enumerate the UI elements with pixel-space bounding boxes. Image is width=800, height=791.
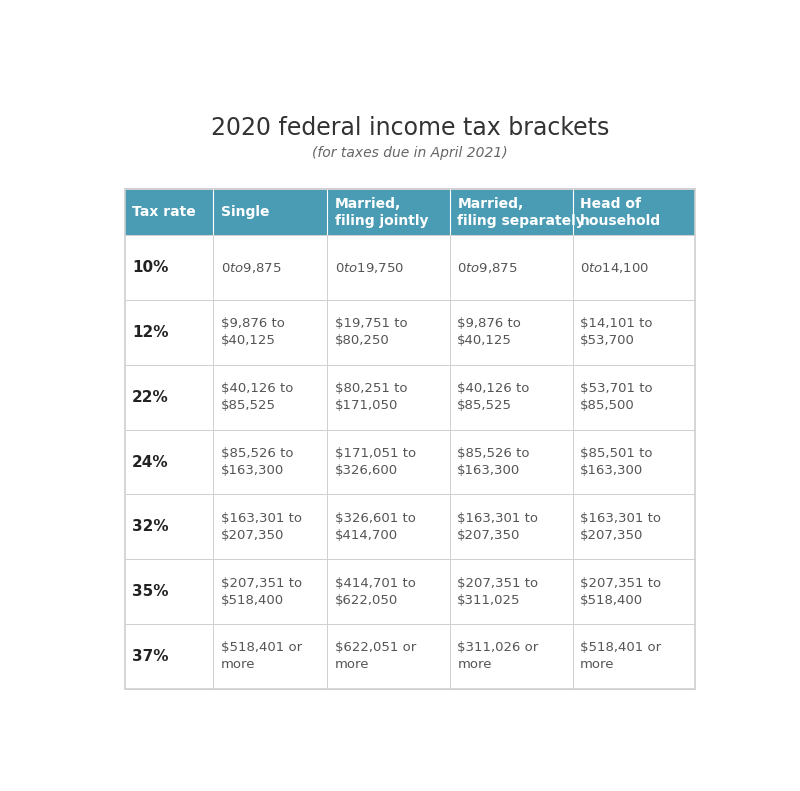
Text: 37%: 37% bbox=[132, 649, 169, 664]
Text: 2020 federal income tax brackets: 2020 federal income tax brackets bbox=[211, 116, 609, 141]
Text: $622,051 or
more: $622,051 or more bbox=[334, 642, 416, 672]
Text: $0 to $14,100: $0 to $14,100 bbox=[580, 261, 649, 274]
Bar bbox=[125, 559, 695, 624]
Bar bbox=[125, 189, 695, 689]
Text: Single: Single bbox=[221, 206, 269, 219]
Bar bbox=[125, 235, 695, 300]
Text: 12%: 12% bbox=[132, 325, 169, 340]
Text: $207,351 to
$518,400: $207,351 to $518,400 bbox=[580, 577, 661, 607]
Text: $207,351 to
$311,025: $207,351 to $311,025 bbox=[458, 577, 538, 607]
Text: Married,
filing jointly: Married, filing jointly bbox=[334, 197, 428, 228]
Text: $80,251 to
$171,050: $80,251 to $171,050 bbox=[334, 382, 407, 412]
Text: $19,751 to
$80,250: $19,751 to $80,250 bbox=[334, 317, 407, 347]
Text: Tax rate: Tax rate bbox=[132, 206, 196, 219]
Text: $0 to $9,875: $0 to $9,875 bbox=[221, 261, 282, 274]
Text: $40,126 to
$85,525: $40,126 to $85,525 bbox=[221, 382, 293, 412]
Text: $9,876 to
$40,125: $9,876 to $40,125 bbox=[458, 317, 522, 347]
Text: Married,
filing separately: Married, filing separately bbox=[458, 197, 585, 228]
Text: $326,601 to
$414,700: $326,601 to $414,700 bbox=[334, 512, 416, 542]
Text: 22%: 22% bbox=[132, 390, 169, 405]
Text: $518,401 or
more: $518,401 or more bbox=[221, 642, 302, 672]
Text: $53,701 to
$85,500: $53,701 to $85,500 bbox=[580, 382, 653, 412]
Text: 24%: 24% bbox=[132, 455, 169, 470]
Text: $518,401 or
more: $518,401 or more bbox=[580, 642, 661, 672]
Text: $414,701 to
$622,050: $414,701 to $622,050 bbox=[334, 577, 416, 607]
Text: $0 to $9,875: $0 to $9,875 bbox=[458, 261, 518, 274]
Bar bbox=[125, 624, 695, 689]
Bar bbox=[125, 189, 695, 235]
Text: $40,126 to
$85,525: $40,126 to $85,525 bbox=[458, 382, 530, 412]
Text: $163,301 to
$207,350: $163,301 to $207,350 bbox=[580, 512, 661, 542]
Bar bbox=[125, 430, 695, 494]
Text: Head of
household: Head of household bbox=[580, 197, 661, 228]
Text: $0 to $19,750: $0 to $19,750 bbox=[334, 261, 404, 274]
Text: $207,351 to
$518,400: $207,351 to $518,400 bbox=[221, 577, 302, 607]
Bar bbox=[125, 365, 695, 430]
Text: $311,026 or
more: $311,026 or more bbox=[458, 642, 538, 672]
Text: $85,526 to
$163,300: $85,526 to $163,300 bbox=[458, 447, 530, 477]
Text: $85,526 to
$163,300: $85,526 to $163,300 bbox=[221, 447, 293, 477]
Text: $163,301 to
$207,350: $163,301 to $207,350 bbox=[458, 512, 538, 542]
Text: $85,501 to
$163,300: $85,501 to $163,300 bbox=[580, 447, 653, 477]
Text: 32%: 32% bbox=[132, 520, 169, 534]
Text: $171,051 to
$326,600: $171,051 to $326,600 bbox=[334, 447, 416, 477]
Text: 35%: 35% bbox=[132, 584, 169, 599]
Text: $14,101 to
$53,700: $14,101 to $53,700 bbox=[580, 317, 653, 347]
Text: 10%: 10% bbox=[132, 260, 169, 275]
Text: $163,301 to
$207,350: $163,301 to $207,350 bbox=[221, 512, 302, 542]
Text: (for taxes due in April 2021): (for taxes due in April 2021) bbox=[312, 146, 508, 160]
Bar bbox=[125, 300, 695, 365]
Bar bbox=[125, 494, 695, 559]
Text: $9,876 to
$40,125: $9,876 to $40,125 bbox=[221, 317, 285, 347]
